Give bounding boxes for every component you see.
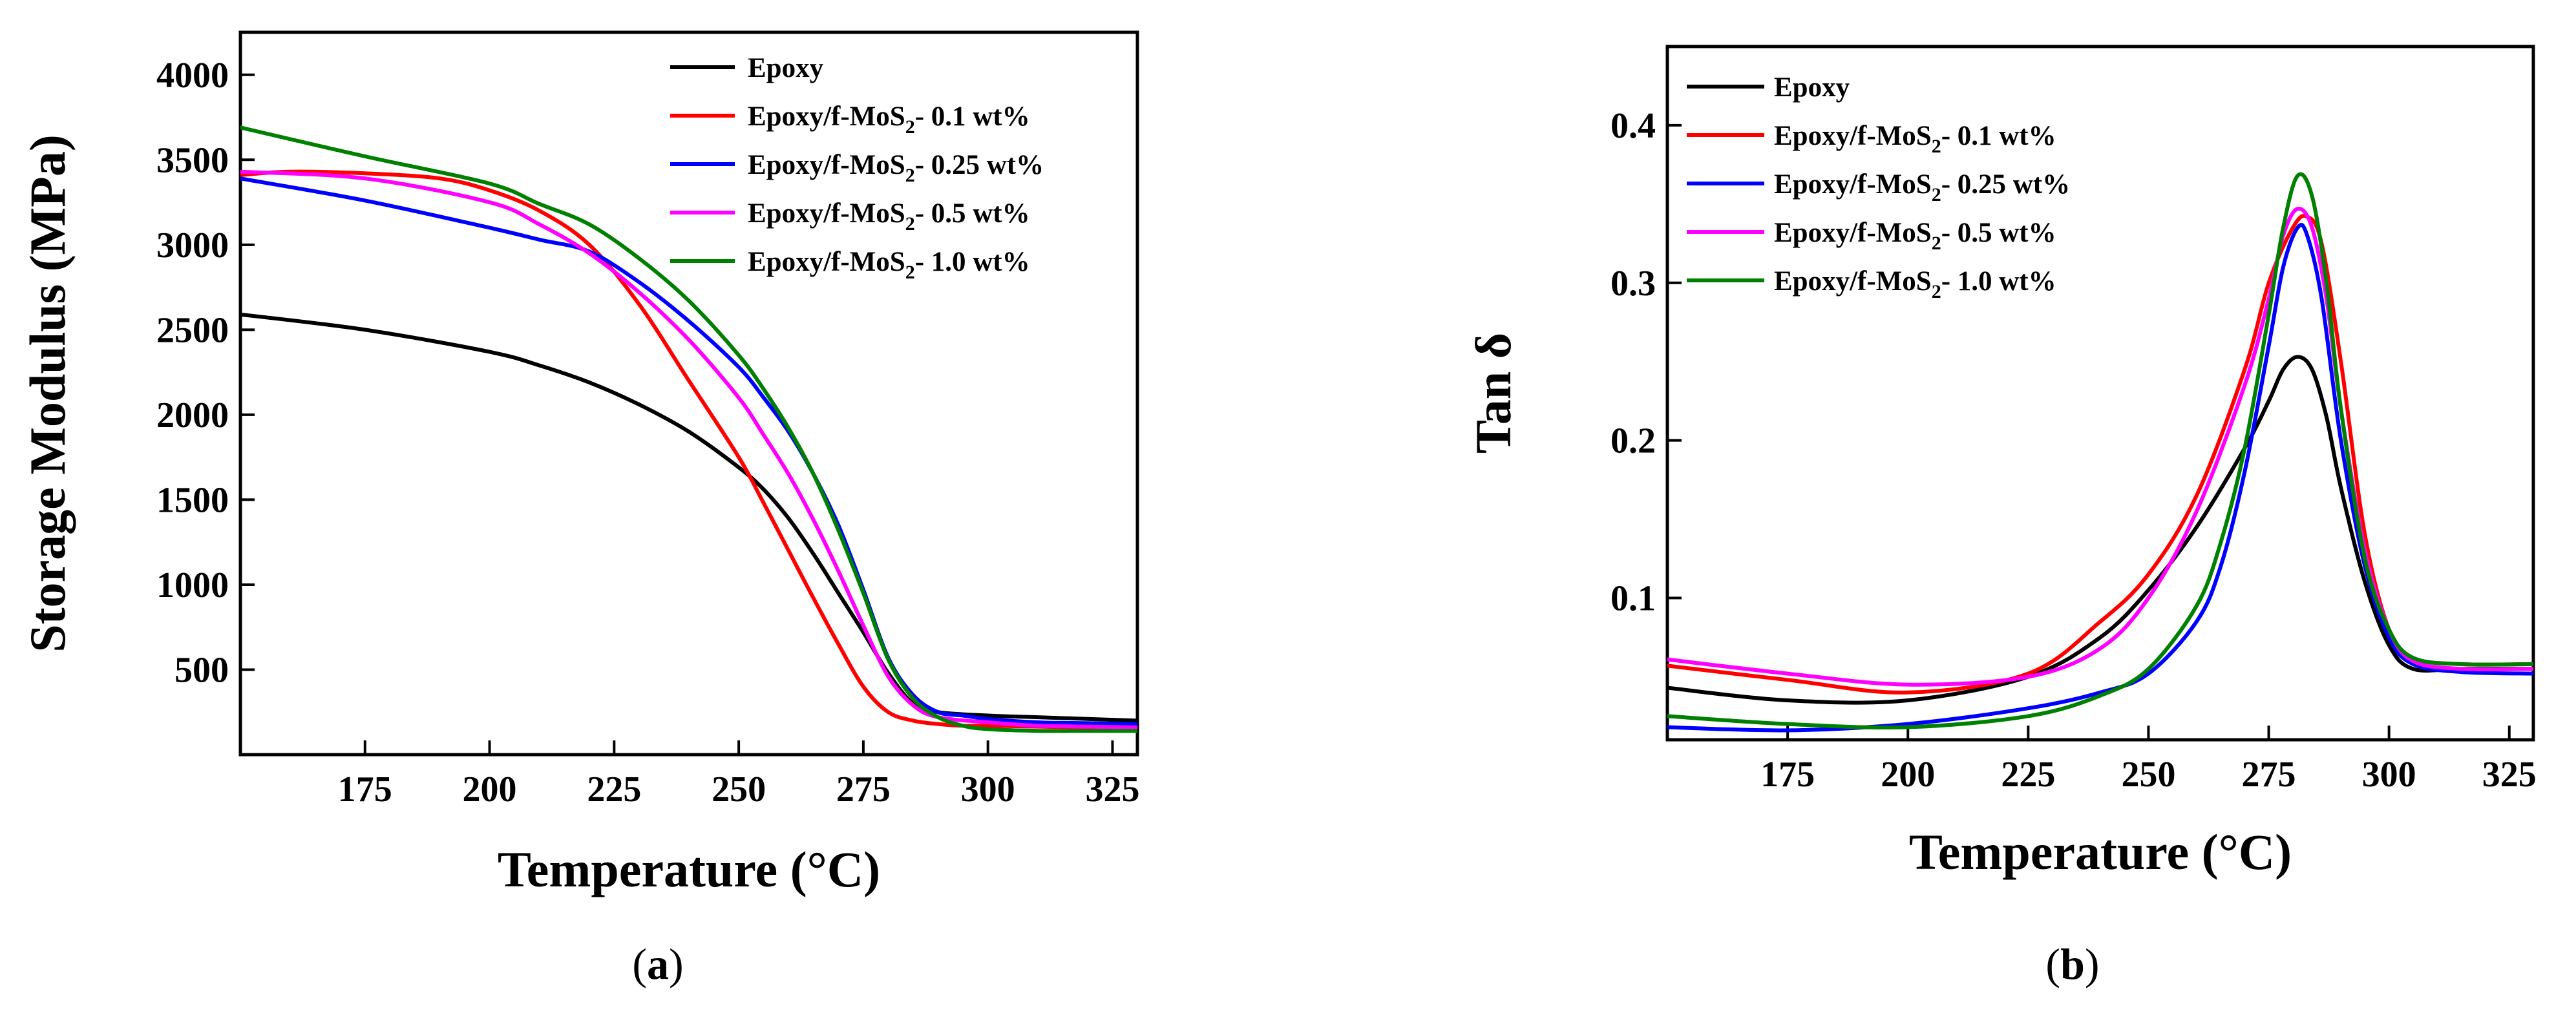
legend-label-3: Epoxy/f-MoS2- 0.5 wt% [1774,218,2056,254]
legend-label-2: Epoxy/f-MoS2- 0.25 wt% [748,150,1044,186]
legend-label-2: Epoxy/f-MoS2- 0.25 wt% [1774,169,2070,205]
plot-frame [1665,45,2535,742]
storage-modulus-chart: 175 200 225 250 275 300 325 500 1000 1500 2000 2500… [19,30,1139,897]
y-tick-label: 2500 [156,310,229,350]
x-tick-label: 175 [1760,755,1815,795]
y-axis-title: Storage Modulus (MPa) [19,134,76,653]
x-tick-label: 325 [2482,755,2537,795]
y-tick-label: 2000 [156,395,229,435]
y-tick-label: 3000 [156,225,229,266]
x-tick-label: 175 [338,769,392,810]
legend-label-4: Epoxy/f-MoS2- 1.0 wt% [748,247,1030,283]
x-tick-label: 200 [463,769,517,810]
y-tick-label: 1000 [156,565,229,605]
y-tick-label: 0.1 [1610,579,1656,619]
legend-label-3: Epoxy/f-MoS2- 0.5 wt% [748,198,1030,235]
series-line-3 [240,169,1137,729]
x-tick-label: 250 [2121,755,2175,795]
panel-label-a: (a) [632,939,683,989]
panel-label-b: (b) [2045,939,2099,989]
series-line-0 [1667,355,2533,705]
x-tick-label: 300 [2362,755,2416,795]
y-tick-label: 500 [174,650,229,690]
x-tick-label: 325 [1085,769,1139,810]
legend-label-4: Epoxy/f-MoS2- 1.0 wt% [1774,266,2056,302]
x-tick-label: 200 [1881,755,1935,795]
y-tick-label: 0.3 [1610,264,1656,304]
x-tick-label: 225 [587,769,641,810]
x-tick-label: 300 [961,769,1015,810]
x-tick-label: 250 [712,769,766,810]
legend-label-1: Epoxy/f-MoS2- 0.1 wt% [748,101,1030,138]
legend-label-0: Epoxy [1774,72,1850,103]
x-tick-label: 275 [2242,755,2296,795]
x-axis-title: Temperature (°C) [1909,824,2292,880]
y-tick-label: 0.2 [1610,421,1656,461]
y-axis-title: Tan δ [1465,333,1521,454]
y-tick-label: 1500 [156,480,229,520]
series-line-4 [1667,172,2533,730]
legend-label-1: Epoxy/f-MoS2- 0.1 wt% [1774,121,2056,157]
x-axis-title: Temperature (°C) [498,841,880,897]
tan-delta-chart: 175 200 225 250 275 300 325 0.1 0.2 0.3 0.4 Tempera… [1465,45,2537,880]
x-tick-label: 275 [836,769,891,810]
y-tick-label: 3500 [156,140,229,180]
series-line-0 [240,312,1137,723]
x-tick-label: 225 [2001,755,2055,795]
y-tick-label: 4000 [156,56,229,96]
legend-label-0: Epoxy [748,53,824,83]
series-line-4 [240,125,1137,733]
y-tick-label: 0.4 [1610,106,1656,146]
plot-frame [238,30,1139,757]
